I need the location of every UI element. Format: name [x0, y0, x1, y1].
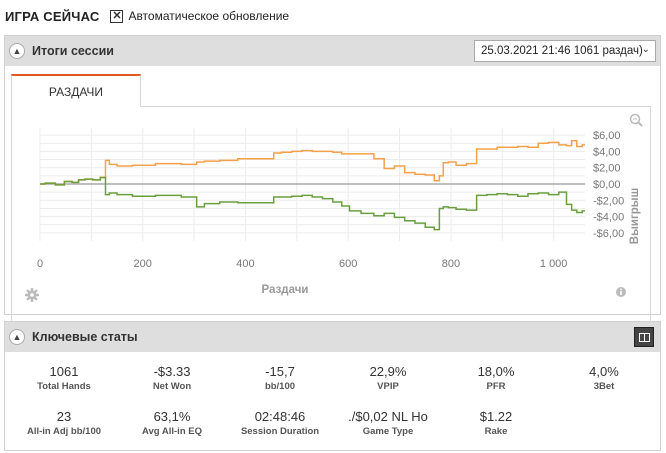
stat-value: 63,1%: [153, 409, 191, 424]
stat-value: ./$0,02 NL Ho: [348, 409, 428, 424]
stat-value: 1061: [49, 364, 79, 379]
y-tick-label: $0,00: [593, 179, 621, 191]
auto-update-checkbox[interactable]: ✕: [110, 9, 124, 23]
zoom-icon[interactable]: [629, 113, 643, 127]
x-tick-label: 800: [442, 258, 460, 270]
session-select-value: 25.03.2021 21:46 1061 раздач): [481, 45, 643, 57]
stat-label: Total Hands: [37, 381, 91, 392]
stat-label: Rake: [484, 426, 508, 437]
session-select[interactable]: 25.03.2021 21:46 1061 раздач) ⌄: [474, 40, 656, 62]
x-tick-label: 200: [134, 258, 152, 270]
y-tick-label: -$4,00: [593, 212, 624, 224]
stat-value: 02:48:46: [254, 409, 306, 424]
chevron-down-icon: ⌄: [641, 44, 650, 55]
session-summary-header: ▲ Итоги сессии 25.03.2021 21:46 1061 раз…: [5, 36, 660, 66]
y-tick-label: $4,00: [593, 146, 621, 158]
y-tick-label: $2,00: [593, 163, 621, 175]
stat-value: $1.22: [479, 409, 513, 424]
stat-item: -15,7 bb/100: [225, 364, 335, 392]
y-tick-labels: $6,00 $4,00 $2,00 $0,00 -$2,00 -$4,00 -$6,00: [593, 130, 624, 240]
x-tick-label: 0: [37, 258, 43, 270]
stat-item: $1.22 Rake: [441, 409, 551, 437]
x-tick-label: 600: [339, 258, 357, 270]
x-tick-labels: 0 200 400 600 800 1 000: [37, 258, 567, 270]
key-stats-header: ▲ Ключевые статы: [5, 322, 660, 352]
stat-value: 4,0%: [589, 364, 619, 379]
stat-label: Game Type: [362, 426, 414, 437]
tab-hands[interactable]: РАЗДАЧИ: [11, 74, 141, 107]
tab-strip: РАЗДАЧИ: [11, 74, 651, 107]
layout-toggle-button[interactable]: [634, 327, 654, 347]
y-tick-label: -$2,00: [593, 195, 624, 207]
gear-icon[interactable]: [25, 288, 39, 302]
stat-label: 3Bet: [593, 381, 615, 392]
top-bar: ИГРА СЕЙЧАС ✕ Автоматическое обновление: [0, 0, 666, 32]
tab-hands-label: РАЗДАЧИ: [48, 84, 104, 99]
page-title: ИГРА СЕЙЧАС: [5, 8, 100, 24]
winnings-chart: $6,00 $4,00 $2,00 $0,00 -$2,00 -$4,00 -$6,00 0…: [11, 106, 651, 347]
series-line-orange: [40, 140, 585, 186]
key-stats-title: Ключевые статы: [32, 330, 138, 344]
stat-label: All-in Adj bb/100: [26, 426, 102, 437]
chart-grid: [39, 128, 585, 241]
stat-value: 18,0%: [477, 364, 515, 379]
stat-item: ./$0,02 NL Ho Game Type: [333, 409, 443, 437]
stat-label: Session Duration: [240, 426, 320, 437]
series-line-green: [40, 176, 585, 231]
x-tick-label: 1 000: [540, 258, 568, 270]
chevron-up-icon: ▲: [12, 332, 22, 342]
key-stats-panel: ▲ Ключевые статы 1061 Total Hands -$3.33 Ne…: [4, 321, 661, 451]
session-summary-title: Итоги сессии: [32, 44, 114, 58]
stat-value: 22,9%: [369, 364, 407, 379]
stat-item: -$3.33 Net Won: [117, 364, 227, 392]
stat-item: 18,0% PFR: [441, 364, 551, 392]
session-summary-panel: ▲ Итоги сессии 25.03.2021 21:46 1061 раз…: [4, 35, 661, 347]
stat-label: Avg All-in EQ: [142, 426, 202, 437]
stat-item: 1061 Total Hands: [9, 364, 119, 392]
info-icon[interactable]: [616, 287, 626, 297]
stat-label: Net Won: [152, 381, 192, 392]
y-axis-title: Выигрыш: [629, 188, 641, 244]
y-tick-label: -$6,00: [593, 228, 624, 240]
stat-item: 02:48:46 Session Duration: [225, 409, 335, 437]
stat-label: VPIP: [377, 381, 399, 392]
x-axis-title: Раздачи: [262, 284, 309, 296]
stat-label: bb/100: [264, 381, 296, 392]
stat-item: 22,9% VPIP: [333, 364, 443, 392]
collapse-stats-button[interactable]: ▲: [9, 329, 25, 345]
stat-value: -15,7: [265, 364, 295, 379]
stat-item: 63,1% Avg All-in EQ: [117, 409, 227, 437]
chart-series: [40, 140, 585, 231]
winnings-chart-svg: $6,00 $4,00 $2,00 $0,00 -$2,00 -$4,00 -$6,00 0…: [25, 113, 643, 302]
stat-label: PFR: [486, 381, 506, 392]
auto-update-label[interactable]: Автоматическое обновление: [128, 9, 290, 23]
stat-item: 4,0% 3Bet: [549, 364, 659, 392]
x-tick-label: 400: [236, 258, 254, 270]
columns-icon: [638, 332, 650, 342]
y-tick-label: $6,00: [593, 130, 621, 142]
stat-value: 23: [56, 409, 72, 424]
collapse-session-button[interactable]: ▲: [9, 43, 25, 59]
stat-item: 23 All-in Adj bb/100: [9, 409, 119, 437]
stat-value: -$3.33: [153, 364, 191, 379]
chevron-up-icon: ▲: [12, 46, 22, 56]
